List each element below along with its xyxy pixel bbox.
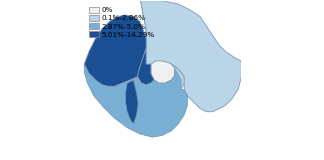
Polygon shape	[84, 64, 187, 137]
Polygon shape	[151, 61, 175, 83]
Polygon shape	[137, 1, 184, 89]
Polygon shape	[84, 15, 146, 86]
Polygon shape	[125, 80, 138, 124]
Polygon shape	[140, 1, 241, 112]
Polygon shape	[137, 48, 154, 85]
Legend: 0%, 0.1%-2.86%, 2.87%-5.0%, 5.01%-14.29%: 0%, 0.1%-2.86%, 2.87%-5.0%, 5.01%-14.29%	[88, 6, 156, 39]
